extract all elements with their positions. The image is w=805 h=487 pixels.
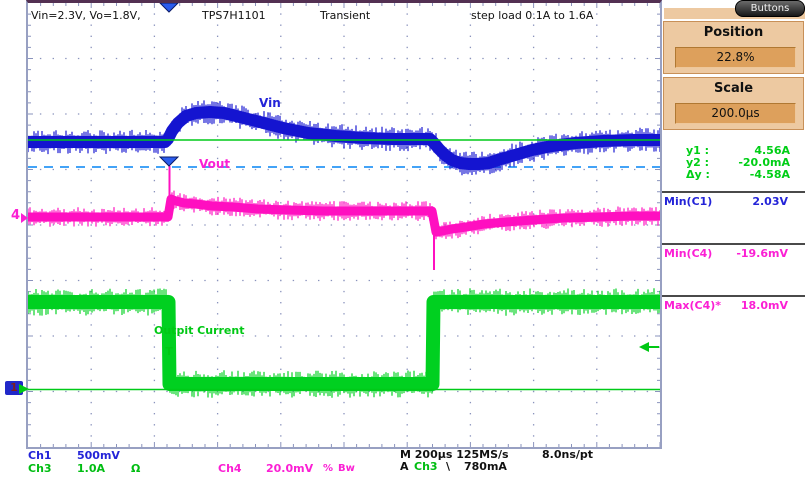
- scale-panel: Scale 200.0µs: [663, 77, 804, 130]
- cursor-y2-value: -20.0mA: [738, 156, 790, 169]
- annotation-text: Vin=2.3V, Vo=1.8V,: [31, 9, 141, 22]
- cursor-y2-label: y2 :: [686, 156, 710, 169]
- sample-resolution: 8.0ns/pt: [542, 448, 594, 461]
- trigger-slope-icon: \: [446, 460, 451, 473]
- cursor-y1-value: 4.56A: [754, 144, 790, 157]
- measurement-value: 2.03V: [752, 195, 788, 208]
- cursor-dy-value: -4.58A: [749, 168, 790, 181]
- trigger-position-marker-icon[interactable]: [159, 3, 179, 13]
- divider: [662, 191, 805, 193]
- ch4-bandwidth-icon: Bw: [338, 463, 355, 474]
- graticule-dots: [39, 13, 660, 437]
- cursor-readout: y1 : 4.56A y2 : -20.0mA Δy : -4.58A: [686, 145, 790, 181]
- measurement-min-c1: Min(C1) 2.03V: [664, 195, 803, 208]
- ch4-scale: 20.0mV: [266, 462, 314, 475]
- buttons-button[interactable]: Buttons: [735, 0, 805, 17]
- measurement-value: -19.6mV: [736, 247, 788, 260]
- control-sidebar: Buttons Position 22.8% Scale 200.0µs y1 …: [662, 0, 805, 487]
- ch4-reference-marker[interactable]: 4: [11, 208, 21, 223]
- measurement-value: 18.0mV: [740, 299, 788, 312]
- position-value[interactable]: 22.8%: [675, 47, 796, 68]
- ch4-trace-noise: [28, 190, 660, 240]
- cursor-dy-row: Δy : -4.58A: [686, 169, 790, 181]
- trigger-level-arrow-icon[interactable]: [639, 342, 649, 352]
- waveform-display: T Vin=2.3V, Vo=1.8V, TPS7H1101 Transient…: [26, 0, 662, 449]
- measurement-min-c4: Min(C4) -19.6mV: [664, 247, 803, 260]
- ch1-scale: 500mV: [77, 449, 120, 462]
- trigger-point-t-marker[interactable]: T: [165, 345, 173, 358]
- ch3-reference-arrow-icon: [19, 384, 29, 394]
- ch3-trace-noise: [28, 288, 660, 398]
- position-title: Position: [703, 25, 764, 40]
- border-ticks: [28, 3, 660, 447]
- measurement-label: Max(C4)*: [664, 299, 721, 312]
- test-description: step load 0.1A to 1.6A: [471, 9, 594, 22]
- trigger-level: 780mA: [464, 460, 507, 473]
- cursor-y1-label: y1 :: [686, 144, 710, 157]
- toolbar-strip: [664, 8, 805, 19]
- reference-level-marker-icon[interactable]: [158, 156, 180, 167]
- trigger-source[interactable]: Ch3: [414, 460, 438, 473]
- measurement-max-c4: Max(C4)* 18.0mV: [664, 299, 803, 312]
- timebase-readout: M 200µs 125MS/s: [400, 448, 509, 461]
- ch3-coupling-icon: Ω: [131, 462, 141, 475]
- waveform-canvas: T: [28, 3, 660, 447]
- scale-title: Scale: [713, 81, 754, 96]
- device-name: TPS7H1101: [202, 9, 266, 22]
- ch3-trace: [28, 295, 660, 391]
- output-current-trace-label: Outpit Current: [154, 324, 245, 337]
- divider: [662, 295, 805, 297]
- vout-trace-label: Vout: [199, 157, 231, 171]
- mode-label: Transient: [320, 9, 371, 22]
- vin-trace-label: Vin: [259, 96, 281, 110]
- ch1-readout-name[interactable]: Ch1: [28, 449, 52, 462]
- cursor-y2-row: y2 : -20.0mA: [686, 157, 790, 169]
- ch3-scale: 1.0A: [77, 462, 105, 475]
- position-panel: Position 22.8%: [663, 21, 804, 74]
- ch1-reference-marker[interactable]: 1: [5, 381, 23, 395]
- cursor-y1-row: y1 : 4.56A: [686, 145, 790, 157]
- ch4-coupling-icon: %: [323, 463, 334, 474]
- ch4-readout-name[interactable]: Ch4: [218, 462, 242, 475]
- scale-value[interactable]: 200.0µs: [675, 103, 796, 124]
- cursor-dy-label: Δy :: [686, 168, 710, 181]
- measurement-label: Min(C4): [664, 247, 713, 260]
- divider: [662, 243, 805, 245]
- trigger-prefix: A: [400, 460, 409, 473]
- ch3-readout-name[interactable]: Ch3: [28, 462, 52, 475]
- ch4-reference-arrow-icon: [21, 213, 28, 223]
- measurement-label: Min(C1): [664, 195, 713, 208]
